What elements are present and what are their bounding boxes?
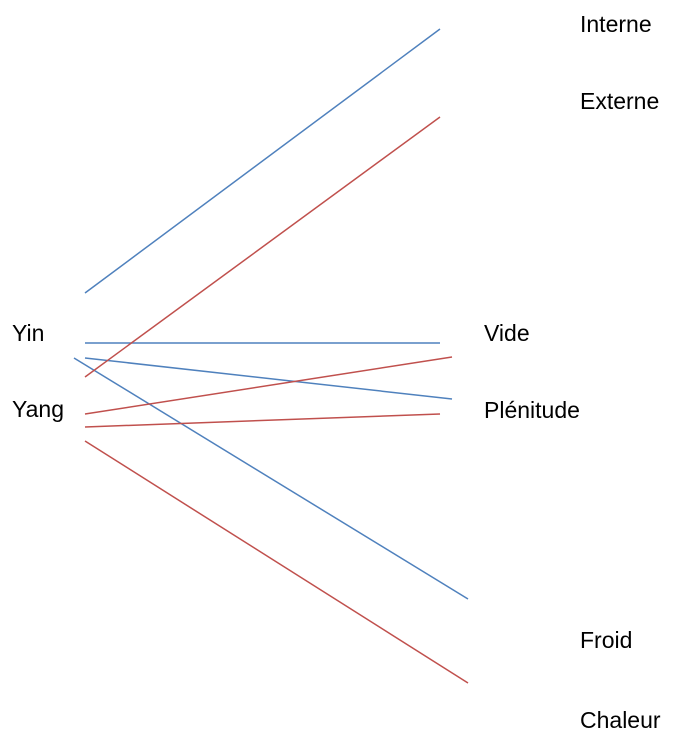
line-yang-externe	[85, 117, 440, 377]
label-externe: Externe	[580, 90, 659, 113]
label-interne: Interne	[580, 13, 652, 36]
label-yin: Yin	[12, 322, 44, 345]
line-yang-chaleur	[85, 441, 468, 683]
label-vide: Vide	[484, 322, 530, 345]
line-yin-interne	[85, 29, 440, 293]
label-plenitude: Plénitude	[484, 399, 580, 422]
line-yang-vide	[85, 357, 452, 414]
line-yin-plenitude	[85, 358, 452, 399]
label-yang: Yang	[12, 398, 64, 421]
label-froid: Froid	[580, 629, 632, 652]
label-chaleur: Chaleur	[580, 709, 661, 732]
line-yang-plenitude	[85, 414, 440, 427]
